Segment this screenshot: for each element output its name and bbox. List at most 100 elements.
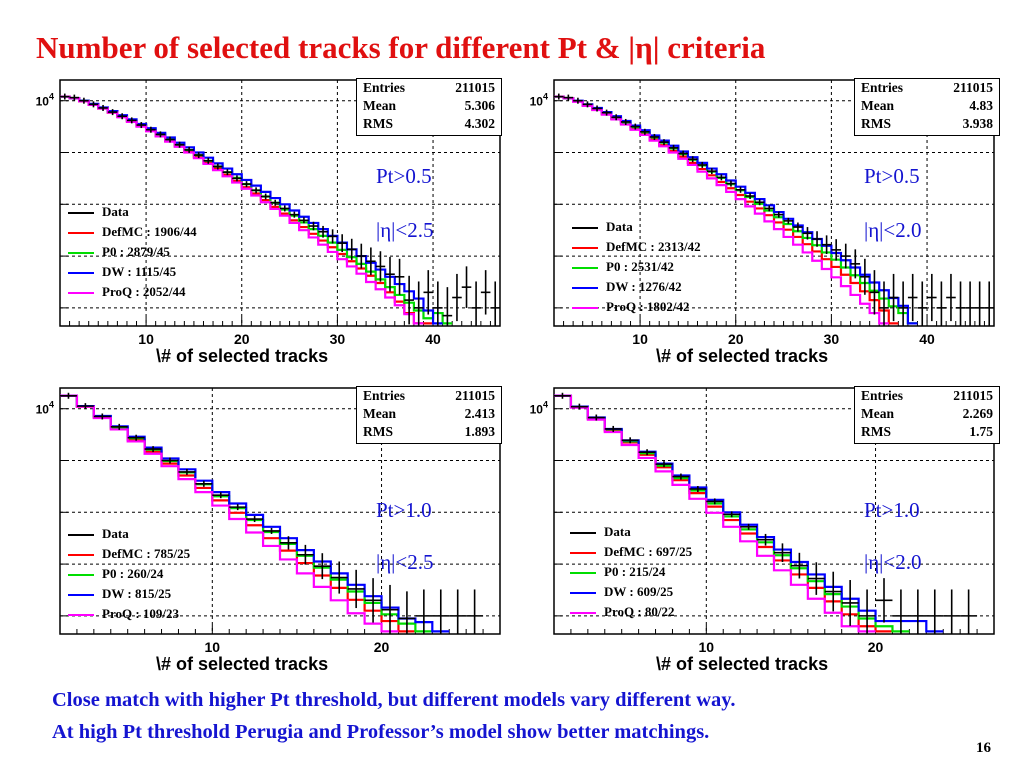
mean-label: Mean (861, 406, 894, 421)
data-point (203, 157, 214, 164)
data-point (592, 105, 602, 112)
rms-label: RMS (363, 424, 393, 439)
legend-swatch-proq (68, 614, 94, 616)
legend-label: Data (604, 524, 631, 539)
data-point (917, 281, 928, 326)
data-point (280, 205, 290, 212)
y-tick-label: 104 (530, 92, 548, 109)
legend-label: Data (606, 219, 633, 234)
footer-text: Close match with higher Pt threshold, bu… (52, 684, 1002, 748)
chart-panel-bottom-left: 10 20 104 Entries 211015 Mean 2.413 RMS 1.893… (30, 384, 502, 680)
data-point (604, 425, 622, 432)
data-point (850, 249, 861, 279)
x-tick-label: 20 (234, 331, 250, 347)
legend-label: Data (102, 526, 129, 541)
data-point (824, 571, 842, 612)
data-point (299, 217, 309, 224)
data-point (69, 94, 80, 101)
data-point (860, 258, 870, 295)
data-point (909, 589, 927, 634)
legend-swatch-defmc (570, 552, 596, 554)
data-point (974, 281, 985, 326)
data-point (79, 97, 89, 104)
entries-value: 211015 (455, 388, 495, 403)
legend-label: P0 : 2531/42 (606, 259, 674, 274)
data-point (668, 144, 679, 151)
data-point (965, 281, 975, 326)
data-point (879, 281, 889, 326)
slide-title: Number of selected tracks for different … (36, 30, 766, 65)
data-point (774, 543, 791, 563)
data-point (807, 562, 825, 595)
legend-label: ProQ : 2052/44 (102, 284, 186, 299)
data-point (936, 281, 947, 326)
data-point (907, 273, 918, 322)
data-point (706, 498, 724, 505)
x-tick-label: 40 (425, 331, 441, 347)
stats-box: Entries 211015 Mean 2.269 RMS 1.75 (854, 386, 1000, 444)
pt-cut-label: Pt>1.0 (864, 498, 920, 522)
data-point (984, 281, 994, 326)
legend-swatch-data (570, 532, 596, 534)
x-axis-title: \# of selected tracks (156, 654, 329, 674)
data-point (841, 580, 859, 626)
data-point (630, 123, 641, 130)
rms-label: RMS (363, 116, 393, 131)
data-point (471, 281, 481, 326)
pt-cut-label: Pt>0.5 (864, 164, 920, 188)
data-point (774, 211, 784, 218)
data-point (381, 584, 399, 634)
rms-label: RMS (861, 424, 891, 439)
data-point (60, 93, 70, 100)
data-point (621, 437, 639, 444)
data-point (490, 281, 500, 326)
data-point (726, 180, 736, 187)
y-tick-label: 104 (36, 92, 54, 109)
data-point (452, 273, 462, 322)
eta-cut-label: |η|<2.5 (376, 218, 434, 242)
x-tick-label: 10 (699, 639, 715, 655)
data-point (927, 273, 937, 322)
data-point (366, 247, 376, 276)
mean-value: 4.83 (969, 98, 993, 113)
mean-value: 5.306 (464, 98, 495, 113)
data-point (229, 504, 247, 511)
data-point (869, 270, 880, 315)
x-tick-label: 30 (330, 331, 346, 347)
legend-swatch-data (572, 227, 598, 229)
pt-cut-label: Pt>0.5 (376, 164, 432, 188)
rms-value: 3.938 (962, 116, 993, 131)
data-point (263, 527, 280, 534)
data-point (136, 122, 147, 129)
x-tick-label: 20 (374, 639, 390, 655)
data-point (110, 423, 128, 430)
data-point (946, 273, 956, 322)
data-point (296, 544, 314, 565)
data-point (678, 150, 688, 157)
rms-value: 1.893 (464, 424, 495, 439)
legend-swatch-dw (572, 287, 598, 289)
data-point (346, 238, 357, 260)
legend-label: ProQ : 1802/42 (606, 299, 690, 314)
rms-value: 1.75 (969, 424, 993, 439)
legend-label: P0 : 260/24 (102, 566, 164, 581)
data-point (289, 211, 300, 218)
data-point (144, 446, 162, 453)
data-point (60, 392, 77, 399)
legend-label: DW : 609/25 (604, 584, 674, 599)
data-point (127, 434, 145, 441)
data-point (356, 243, 367, 269)
data-point (76, 403, 94, 410)
legend-label: ProQ : 80/22 (604, 604, 675, 619)
data-point (433, 281, 443, 326)
data-point (165, 136, 175, 143)
mean-label: Mean (363, 98, 396, 113)
x-tick-label: 10 (632, 331, 648, 347)
data-point (461, 266, 472, 308)
entries-value: 211015 (953, 388, 993, 403)
data-point (793, 222, 803, 232)
legend-label: Data (102, 204, 129, 219)
legend-label: DefMC : 2313/42 (606, 239, 701, 254)
y-tick-label: 104 (36, 400, 54, 417)
entries-label: Entries (861, 80, 903, 95)
